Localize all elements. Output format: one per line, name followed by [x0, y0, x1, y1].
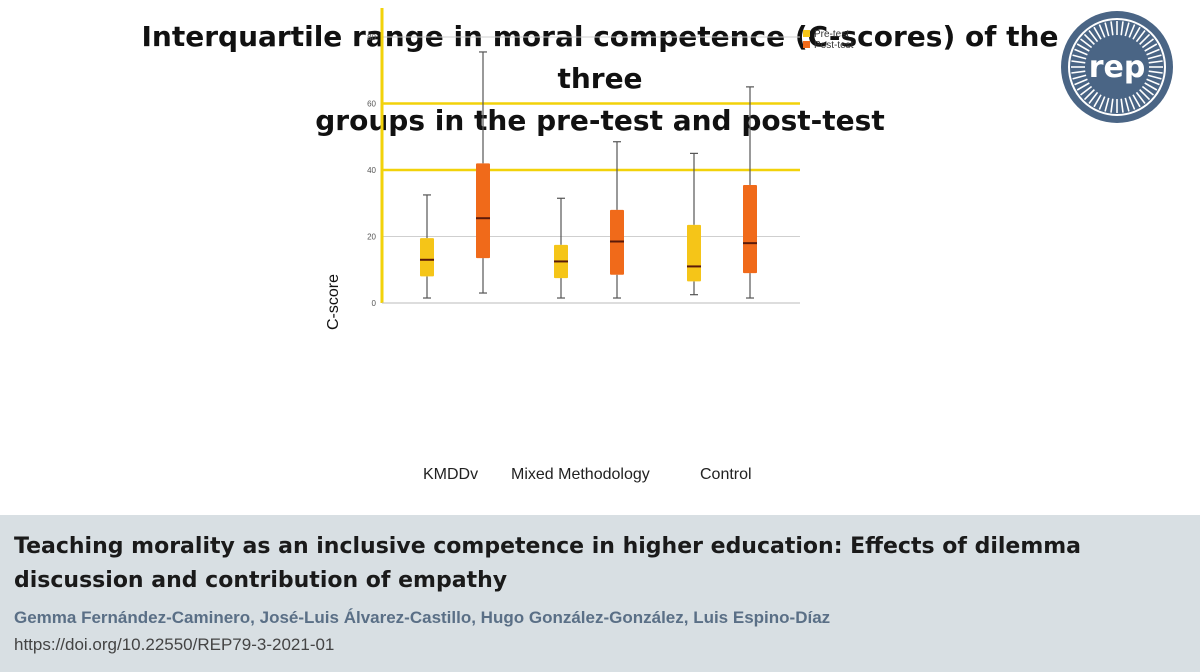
- logo-ray: [1098, 96, 1106, 110]
- logo-ray: [1076, 43, 1090, 52]
- figure-title-line-2: groups in the pre-test and post-test: [315, 104, 885, 137]
- paper-title: Teaching morality as an inclusive compet…: [14, 534, 1082, 593]
- box-pre-test: [420, 238, 434, 277]
- figure-title: Interquartile range in moral competence …: [130, 16, 1070, 142]
- logo-text: rep: [1089, 50, 1146, 85]
- logo-ray: [1104, 22, 1110, 37]
- logo-ray: [1120, 21, 1124, 36]
- logo-ray: [1093, 94, 1102, 108]
- logo-ray: [1124, 22, 1130, 37]
- category-label-mixed-methodology: Mixed Methodology: [511, 466, 650, 483]
- logo-ray: [1098, 24, 1106, 38]
- logo-ray: [1132, 26, 1141, 40]
- logo-ray: [1072, 54, 1087, 60]
- logo-ray: [1074, 78, 1088, 86]
- paper-doi-link[interactable]: https://doi.org/10.22550/REP79-3-2021-01: [14, 635, 335, 654]
- y-tick-label: 20: [367, 233, 376, 242]
- logo-ray: [1146, 48, 1160, 56]
- logo-ray: [1080, 38, 1093, 49]
- logo-ray: [1144, 82, 1158, 91]
- legend-label-pre-test: Pre-test: [814, 29, 849, 40]
- legend-swatch-pre-test: [803, 30, 810, 37]
- y-tick-label: 80: [367, 33, 376, 42]
- legend-swatch-post-test: [803, 41, 810, 48]
- y-tick-label: 40: [367, 166, 376, 175]
- logo-ray: [1074, 48, 1088, 56]
- logo-ray: [1093, 26, 1102, 40]
- legend-label-post-test: Post-test: [814, 40, 854, 51]
- rep-logo: rep: [1061, 11, 1173, 123]
- box-post-test: [743, 184, 757, 274]
- logo-ray: [1110, 21, 1114, 36]
- logo-ray: [1072, 74, 1087, 80]
- paper-authors: Gemma Fernández-Caminero, José-Luis Álva…: [14, 608, 831, 627]
- logo-ray: [1088, 30, 1099, 43]
- y-axis-label: C-score: [325, 273, 342, 330]
- logo-ray: [1139, 33, 1151, 45]
- y-tick-label: 0: [372, 299, 377, 308]
- logo-ray: [1080, 85, 1093, 96]
- logo-ray: [1148, 60, 1163, 64]
- logo-ray: [1120, 98, 1124, 113]
- logo-ray: [1141, 38, 1154, 49]
- figure-title-line-1: Interquartile range in moral competence …: [141, 20, 1059, 95]
- logo-ray: [1139, 89, 1151, 101]
- logo-ray: [1083, 89, 1095, 101]
- y-tick-label: 60: [367, 100, 376, 109]
- logo-ray: [1146, 78, 1160, 86]
- logo-ray: [1104, 97, 1110, 112]
- footer-panel: [0, 515, 1200, 672]
- logo-ray: [1147, 74, 1162, 80]
- logo-ray: [1128, 96, 1136, 110]
- category-label-kmddv: KMDDv: [423, 466, 479, 483]
- logo-ray: [1128, 24, 1136, 38]
- box-post-test: [476, 163, 490, 259]
- logo-ray: [1135, 91, 1146, 104]
- logo-ray: [1135, 30, 1146, 43]
- logo-ray: [1083, 33, 1095, 45]
- logo-ray: [1071, 70, 1086, 74]
- logo-ray: [1132, 94, 1141, 108]
- category-label-control: Control: [700, 466, 752, 483]
- logo-ray: [1141, 85, 1154, 96]
- logo-ray: [1076, 82, 1090, 91]
- logo-ray: [1088, 91, 1099, 104]
- logo-ray: [1148, 70, 1163, 74]
- box-pre-test: [687, 224, 701, 282]
- logo-ray: [1124, 97, 1130, 112]
- logo-ray: [1147, 54, 1162, 60]
- logo-ray: [1144, 43, 1158, 52]
- logo-ray: [1071, 60, 1086, 64]
- logo-ray: [1110, 98, 1114, 113]
